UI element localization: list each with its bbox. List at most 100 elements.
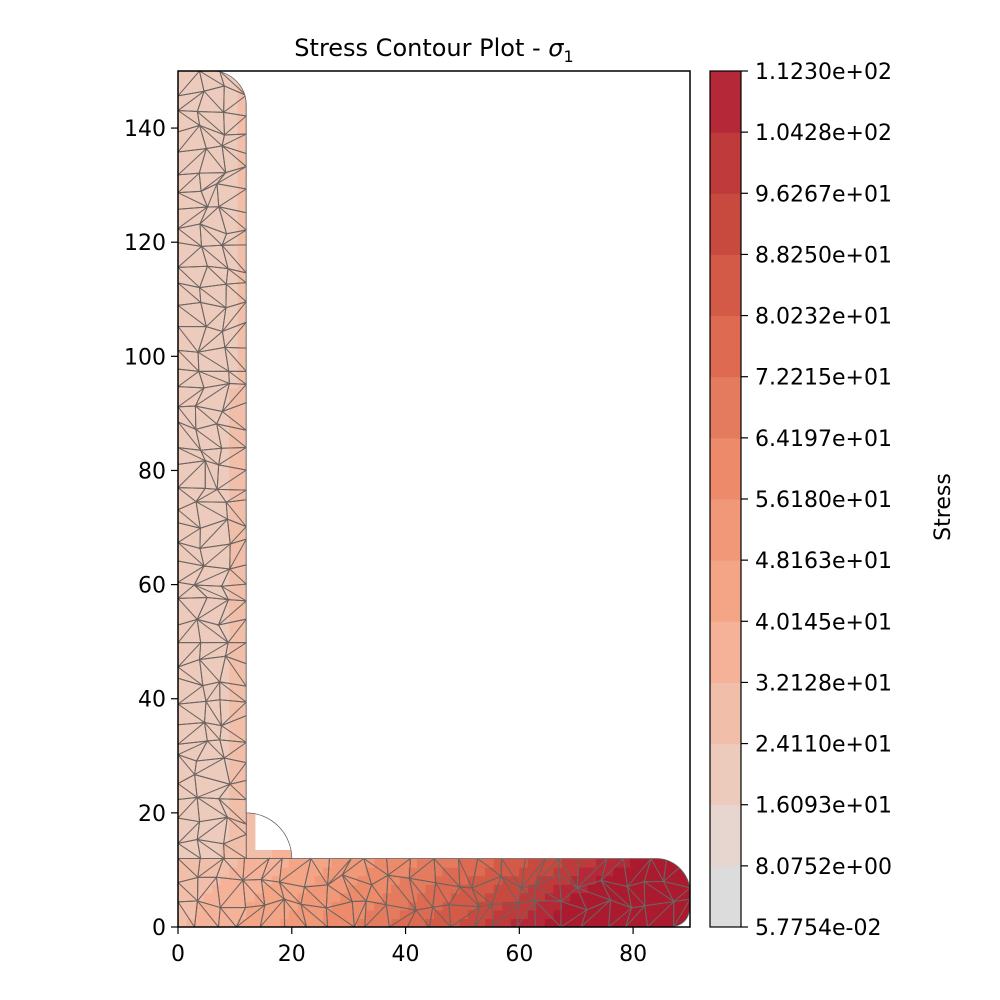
contour-cell xyxy=(664,858,674,868)
contour-cell xyxy=(178,764,188,774)
contour-cell xyxy=(399,875,409,885)
contour-cell xyxy=(203,327,213,337)
contour-cell xyxy=(485,918,495,927)
contour-cell xyxy=(220,259,230,269)
contour-cell xyxy=(246,421,256,432)
contour-cell xyxy=(263,901,273,911)
contour-cell xyxy=(323,849,333,860)
contour-cell xyxy=(229,892,239,902)
contour-cell xyxy=(613,884,623,894)
contour-cell xyxy=(306,909,316,920)
contour-cell xyxy=(186,447,196,457)
contour-cell xyxy=(220,507,230,517)
contour-cell xyxy=(186,327,196,337)
contour-cell xyxy=(220,242,230,252)
contour-cell xyxy=(237,139,247,149)
contour-cell xyxy=(630,918,640,927)
contour-cell xyxy=(203,319,213,329)
contour-cell xyxy=(237,430,247,440)
contour-cell xyxy=(203,79,213,89)
mesh-edges xyxy=(178,71,690,927)
contour-cell xyxy=(357,901,367,911)
contour-cell xyxy=(246,695,256,706)
contour-cell xyxy=(178,473,188,483)
contour-cell xyxy=(212,516,222,526)
contour-cell xyxy=(374,858,384,868)
contour-cell xyxy=(391,901,401,911)
contour-cell xyxy=(246,199,256,209)
contour-cell xyxy=(203,430,213,440)
contour-cell xyxy=(553,901,563,911)
contour-cell xyxy=(502,858,512,868)
contour-cell xyxy=(246,524,256,534)
contour-cell xyxy=(212,130,222,141)
contour-cell xyxy=(203,610,213,620)
contour-cell xyxy=(220,404,230,414)
contour-cell xyxy=(203,627,213,637)
contour-cell xyxy=(237,867,247,877)
contour-cell xyxy=(203,302,213,312)
contour-cell xyxy=(672,867,683,877)
contour-cell xyxy=(186,387,196,397)
contour-cell xyxy=(220,738,230,748)
contour-cell xyxy=(195,516,205,526)
contour-cell xyxy=(510,918,520,927)
contour-cell xyxy=(195,113,205,123)
colorbar-band xyxy=(710,193,741,255)
contour-cell xyxy=(178,165,188,175)
contour-cell xyxy=(220,370,230,380)
contour-cell xyxy=(442,867,452,877)
contour-cell xyxy=(195,439,205,449)
contour-cell xyxy=(195,293,205,303)
contour-cell xyxy=(237,404,247,414)
contour-cell xyxy=(220,704,230,714)
contour-cell xyxy=(195,310,205,320)
contour-cell xyxy=(271,892,281,902)
contour-cell xyxy=(178,507,188,517)
contour-cell xyxy=(220,464,230,474)
contour-cell xyxy=(544,858,555,868)
contour-cell xyxy=(246,173,256,183)
contour-cell xyxy=(237,567,247,577)
contour-cell xyxy=(195,182,205,192)
contour-cell xyxy=(647,867,657,877)
contour-cell xyxy=(519,918,529,927)
contour-cell xyxy=(229,430,239,440)
contour-cell xyxy=(263,892,273,902)
contour-cell xyxy=(212,533,222,543)
contour-cell xyxy=(178,396,188,406)
contour-cell xyxy=(186,713,196,723)
contour-cell xyxy=(178,293,188,303)
colorbar-band xyxy=(710,437,741,500)
contour-cell xyxy=(246,601,256,611)
contour-cell xyxy=(178,233,188,243)
contour-cell xyxy=(553,867,563,877)
y-tick-label: 140 xyxy=(124,117,166,142)
contour-cell xyxy=(246,447,256,457)
contour-cell xyxy=(391,858,401,868)
contour-cell xyxy=(203,165,213,175)
x-tick-label: 40 xyxy=(392,942,420,967)
contour-cell xyxy=(485,849,495,860)
contour-cell xyxy=(237,122,247,132)
contour-cell xyxy=(263,867,273,877)
contour-cell xyxy=(203,96,213,106)
contour-cell xyxy=(468,892,478,902)
contour-fill-layer xyxy=(177,70,691,928)
contour-cell xyxy=(638,909,648,920)
contour-cell xyxy=(178,113,188,123)
contour-cell xyxy=(237,113,247,123)
contour-cell xyxy=(203,567,213,577)
contour-cell xyxy=(340,849,350,860)
contour-cell xyxy=(203,550,213,560)
contour-cell xyxy=(451,909,461,920)
contour-cell xyxy=(485,884,495,894)
contour-cell xyxy=(246,310,256,320)
contour-cell xyxy=(681,909,690,920)
contour-cell xyxy=(451,884,461,894)
contour-cell xyxy=(357,858,367,868)
contour-cell xyxy=(178,319,188,329)
contour-cell xyxy=(246,165,256,175)
contour-cell xyxy=(229,533,239,543)
contour-cell xyxy=(613,892,623,902)
